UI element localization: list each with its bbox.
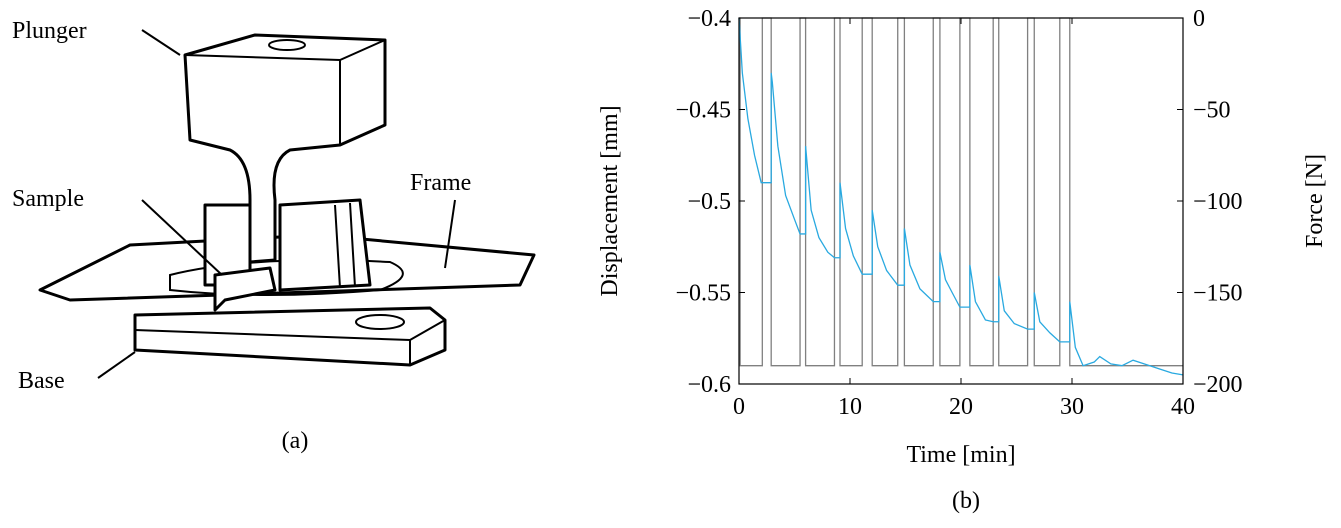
chart: 0 10 20 30 40 −0.6 −0.55 −0.5 −0.45 −0.4 −200 −150 −…	[597, 6, 1328, 468]
label: Plunger	[12, 18, 87, 44]
data-line	[739, 17, 1183, 367]
x-tick-label: 0	[733, 394, 745, 420]
y-tick-label: −0.4	[687, 6, 731, 32]
arrow	[444, 199, 456, 269]
caption: (a)	[282, 428, 309, 454]
y2-tick-label: −200	[1193, 372, 1243, 398]
arrow	[97, 351, 136, 379]
y2-tick-label: −150	[1193, 281, 1243, 307]
x-tick-label: 10	[838, 394, 862, 420]
plunger-edge	[184, 39, 386, 145]
right-block	[278, 198, 372, 292]
x-tick-label: 30	[1060, 394, 1084, 420]
y2-tick-label: −50	[1193, 98, 1231, 124]
x-tick-label: 40	[1171, 394, 1195, 420]
label: Frame	[410, 170, 471, 196]
caption: (b)	[952, 488, 980, 514]
plunger-hole	[268, 39, 306, 51]
base-hole	[355, 314, 405, 330]
y-tick-label: −0.45	[675, 98, 731, 124]
y2-tick-label: −100	[1193, 189, 1243, 215]
plunger	[183, 33, 387, 264]
arrow	[141, 29, 181, 56]
data-line	[738, 17, 1184, 376]
base-edge	[134, 319, 446, 365]
y-tick-label: −0.6	[687, 372, 731, 398]
sample	[213, 266, 277, 312]
y2-tick-label: 0	[1193, 6, 1205, 32]
y-tick-label: −0.5	[687, 189, 731, 215]
y2-axis-label: Force [N]	[1302, 154, 1328, 248]
apparatus-drawing: Plunger Sample Frame Base (a)	[12, 18, 536, 454]
label: Base	[18, 368, 65, 394]
y-axis-label: Displacement [mm]	[597, 105, 623, 296]
arrow	[141, 199, 223, 276]
y-tick-label: −0.55	[675, 281, 731, 307]
x-axis-label: Time [min]	[906, 442, 1015, 468]
block-grooves	[334, 202, 356, 289]
label: Sample	[12, 186, 84, 212]
x-tick-label: 20	[949, 394, 973, 420]
